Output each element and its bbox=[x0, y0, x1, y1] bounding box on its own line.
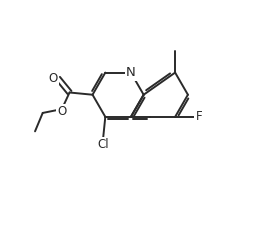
Text: O: O bbox=[49, 72, 58, 85]
Text: N: N bbox=[126, 66, 136, 79]
Text: O: O bbox=[57, 105, 67, 118]
Text: Cl: Cl bbox=[97, 138, 109, 151]
Text: F: F bbox=[195, 110, 202, 123]
